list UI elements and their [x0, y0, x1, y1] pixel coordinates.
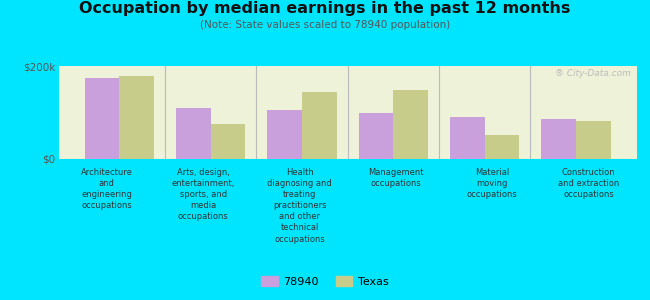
Bar	[541, 119, 576, 159]
Bar	[450, 117, 485, 159]
Text: ® City-Data.com: ® City-Data.com	[555, 69, 631, 78]
Legend: 78940, Texas: 78940, Texas	[257, 272, 393, 291]
Text: Occupation by median earnings in the past 12 months: Occupation by median earnings in the pas…	[79, 2, 571, 16]
Bar	[485, 135, 519, 159]
Bar	[176, 108, 211, 159]
Bar	[120, 76, 154, 159]
Text: Management
occupations: Management occupations	[368, 168, 424, 188]
Text: Health
diagnosing and
treating
practitioners
and other
technical
occupations: Health diagnosing and treating practitio…	[267, 168, 332, 244]
Bar	[84, 78, 120, 159]
Bar	[211, 124, 246, 159]
Bar	[393, 90, 428, 159]
Bar	[302, 92, 337, 159]
Text: Arts, design,
entertainment,
sports, and
media
occupations: Arts, design, entertainment, sports, and…	[172, 168, 235, 221]
Text: Architecture
and
engineering
occupations: Architecture and engineering occupations	[81, 168, 133, 210]
Text: Material
moving
occupations: Material moving occupations	[467, 168, 518, 199]
Bar	[359, 112, 393, 159]
Bar	[576, 121, 611, 159]
Bar	[267, 110, 302, 159]
Text: (Note: State values scaled to 78940 population): (Note: State values scaled to 78940 popu…	[200, 20, 450, 29]
Text: Construction
and extraction
occupations: Construction and extraction occupations	[558, 168, 619, 199]
